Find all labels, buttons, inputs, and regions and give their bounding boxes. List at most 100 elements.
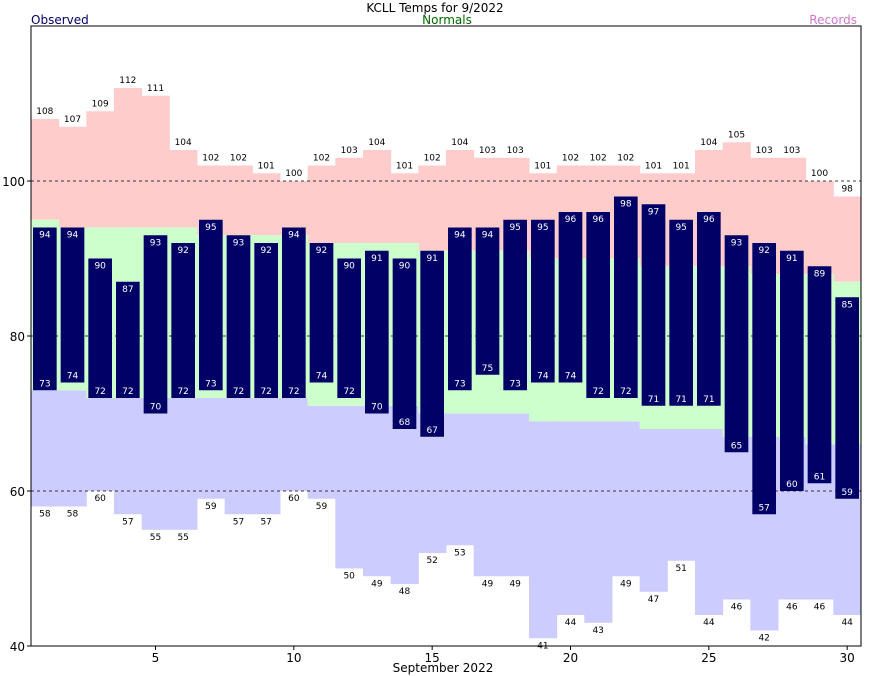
record-low-band xyxy=(722,436,751,600)
record-high-label: 107 xyxy=(64,115,81,125)
record-low-band xyxy=(280,398,309,491)
record-high-band xyxy=(418,165,447,251)
observed-bar xyxy=(780,250,804,491)
record-high-label: 102 xyxy=(313,154,330,164)
record-low-band xyxy=(501,413,530,577)
observed-bar xyxy=(586,212,610,398)
record-high-label: 108 xyxy=(36,107,53,117)
observed-bar xyxy=(641,204,666,406)
observed-bar xyxy=(226,235,251,398)
observed-low-label: 72 xyxy=(260,387,271,397)
observed-bar xyxy=(448,227,472,391)
observed-high-label: 94 xyxy=(454,231,466,241)
observed-high-label: 92 xyxy=(177,246,188,256)
x-tick-label: 20 xyxy=(563,651,578,665)
record-high-band xyxy=(31,119,60,220)
observed-high-label: 95 xyxy=(205,223,216,233)
record-high-label: 103 xyxy=(783,146,800,156)
observed-high-label: 96 xyxy=(703,215,715,225)
record-high-label: 101 xyxy=(534,161,551,171)
observed-low-label: 73 xyxy=(39,379,50,389)
observed-low-label: 72 xyxy=(592,387,603,397)
observed-bar xyxy=(365,250,389,414)
record-high-label: 104 xyxy=(175,138,192,148)
record-high-label: 102 xyxy=(617,154,634,164)
observed-bar xyxy=(309,243,334,383)
observed-low-label: 72 xyxy=(288,387,299,397)
record-high-band xyxy=(141,95,170,228)
observed-bar xyxy=(558,212,583,383)
record-high-label: 101 xyxy=(645,161,662,171)
observed-bar xyxy=(503,219,527,391)
observed-high-label: 91 xyxy=(371,254,382,264)
observed-high-label: 90 xyxy=(399,262,411,272)
record-high-band xyxy=(86,111,115,228)
observed-bar xyxy=(614,196,638,398)
record-high-band xyxy=(805,181,834,274)
x-tick-label: 30 xyxy=(840,651,855,665)
observed-low-label: 72 xyxy=(94,387,105,397)
x-tick-label: 25 xyxy=(701,651,716,665)
legend-observed: Observed xyxy=(31,13,89,27)
observed-low-label: 74 xyxy=(67,372,79,382)
observed-high-label: 95 xyxy=(509,223,520,233)
observed-high-label: 96 xyxy=(565,215,577,225)
record-high-label: 109 xyxy=(92,99,109,109)
record-high-band xyxy=(58,126,87,228)
observed-high-label: 97 xyxy=(648,207,659,217)
record-low-label: 50 xyxy=(343,572,355,582)
y-tick-label: 60 xyxy=(10,485,25,499)
record-low-label: 58 xyxy=(39,510,51,520)
data-labels: 94 73 108 58 94 74 107 58 90 72 109 60 87 72 112 57 93 70… xyxy=(36,76,853,651)
observed-bar xyxy=(199,219,223,391)
record-low-band xyxy=(695,429,724,615)
record-low-label: 44 xyxy=(565,618,577,628)
record-high-label: 102 xyxy=(424,154,441,164)
observed-bar xyxy=(254,243,278,398)
observed-bar xyxy=(835,297,859,499)
record-low-band xyxy=(197,398,226,499)
record-high-band xyxy=(280,181,309,236)
record-low-label: 46 xyxy=(786,603,798,613)
record-high-label: 103 xyxy=(756,146,773,156)
observed-bars xyxy=(33,196,859,515)
observed-high-label: 95 xyxy=(675,223,686,233)
record-high-label: 102 xyxy=(590,154,607,164)
record-low-label: 46 xyxy=(731,603,743,613)
x-axis-label: September 2022 xyxy=(393,661,494,675)
observed-bar xyxy=(475,227,500,375)
record-low-band xyxy=(473,413,502,577)
observed-low-label: 74 xyxy=(316,372,328,382)
observed-low-label: 73 xyxy=(509,379,520,389)
record-low-band xyxy=(141,398,170,530)
record-high-label: 103 xyxy=(479,146,496,156)
record-low-label: 55 xyxy=(150,533,161,543)
record-low-label: 47 xyxy=(648,595,659,605)
observed-high-label: 85 xyxy=(841,300,852,310)
record-low-label: 46 xyxy=(814,603,826,613)
record-high-label: 105 xyxy=(728,130,745,140)
observed-high-label: 94 xyxy=(67,231,79,241)
observed-bar xyxy=(282,227,306,398)
observed-low-label: 74 xyxy=(537,372,549,382)
observed-low-label: 72 xyxy=(233,387,244,397)
observed-low-label: 70 xyxy=(371,403,383,413)
observed-low-label: 72 xyxy=(122,387,133,397)
record-low-band xyxy=(307,405,336,499)
record-low-band xyxy=(169,398,198,530)
record-low-label: 60 xyxy=(288,494,300,504)
observed-high-label: 91 xyxy=(426,254,437,264)
record-low-band xyxy=(252,398,281,515)
record-low-label: 59 xyxy=(316,502,328,512)
record-high-label: 104 xyxy=(700,138,717,148)
record-high-band xyxy=(224,165,253,236)
record-low-band xyxy=(529,421,558,639)
y-tick-label: 100 xyxy=(2,175,25,189)
record-high-band xyxy=(335,157,364,243)
observed-high-label: 87 xyxy=(122,285,133,295)
record-high-label: 102 xyxy=(202,154,219,164)
observed-high-label: 93 xyxy=(150,238,161,248)
legend-records: Records xyxy=(809,13,857,27)
observed-bar xyxy=(88,258,112,398)
record-low-label: 53 xyxy=(454,548,465,558)
